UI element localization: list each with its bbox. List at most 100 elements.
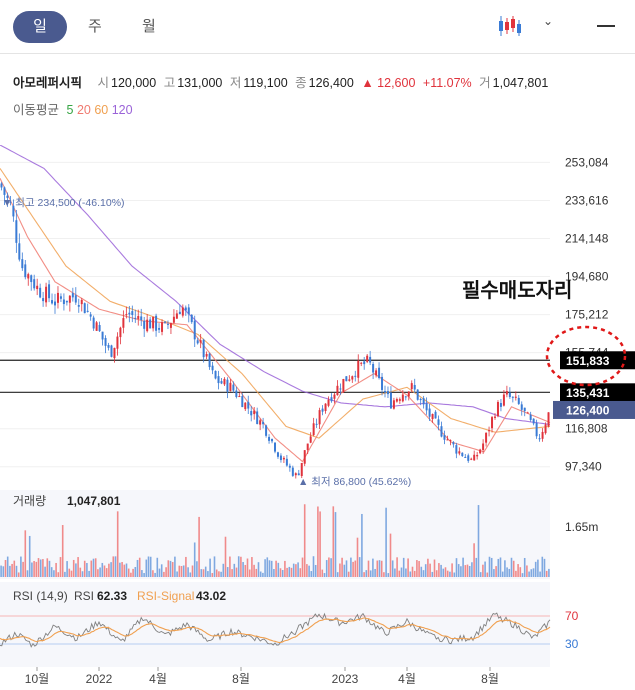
candle-body: [318, 410, 321, 425]
volume-bar: [22, 561, 24, 577]
candle-body: [544, 424, 547, 434]
volume-bar: [145, 559, 148, 577]
volume-bar: [493, 569, 495, 577]
volume-bar: [244, 564, 247, 577]
volume-bar: [178, 565, 181, 577]
candle-body: [131, 311, 134, 316]
rsi-title: RSI (14,9): [13, 589, 68, 603]
volume-bar: [202, 569, 205, 577]
volume-bar: [391, 560, 394, 577]
candle-body: [211, 365, 214, 371]
volume-bar: [356, 537, 359, 577]
volume-bar: [422, 570, 425, 577]
menu-icon[interactable]: [597, 25, 615, 27]
candle-body: [297, 473, 300, 476]
volume-tick-label: 1.65m: [565, 520, 598, 534]
volume-bar: [312, 556, 315, 577]
volume-bar: [299, 568, 302, 577]
volume-bar: [246, 558, 249, 577]
candle-body: [389, 392, 392, 409]
volume-bar: [413, 570, 416, 577]
volume-bar: [303, 504, 306, 577]
volume-bar: [116, 511, 119, 577]
candle-body: [169, 323, 172, 328]
tab-week[interactable]: 주: [88, 18, 102, 35]
candle-body: [119, 327, 122, 338]
volume-bar: [154, 572, 156, 577]
rsi-value: 62.33: [97, 589, 127, 603]
chevron-down-icon[interactable]: ⌄: [543, 14, 554, 28]
candle-body: [300, 462, 303, 477]
candle-body: [372, 363, 375, 373]
volume-bar: [490, 557, 493, 577]
candle-body: [419, 399, 422, 401]
volume-bar: [101, 562, 104, 577]
candle-body: [366, 355, 369, 362]
volume-bar: [407, 558, 409, 577]
candle-body: [39, 287, 42, 298]
volume-bar: [380, 560, 383, 577]
volume-bar: [398, 570, 401, 577]
candle-body: [80, 299, 83, 305]
candle-body: [247, 401, 250, 409]
x-tick-label: 8월: [232, 672, 250, 686]
volume-bar: [378, 560, 381, 577]
candle-body: [98, 325, 101, 332]
volume-bar: [521, 573, 524, 577]
volume-bar: [9, 565, 11, 577]
chart-area: 253,084233,616214,148194,680175,212155,7…: [0, 145, 635, 686]
volume-bar: [94, 558, 97, 577]
candle-body: [422, 398, 425, 405]
candle-body: [54, 301, 56, 306]
candle-body: [398, 399, 401, 401]
volume-bar: [158, 568, 161, 577]
volume-bar: [211, 573, 214, 577]
volume-bar: [88, 570, 90, 577]
volume-bar: [75, 563, 77, 577]
volume-bar: [334, 512, 337, 577]
volume-bar: [55, 562, 57, 577]
volume-bar: [200, 569, 203, 577]
volume-bar: [79, 567, 82, 577]
volume-bar: [383, 572, 385, 577]
volume-bar: [286, 567, 288, 577]
price-tick-label: 214,148: [565, 232, 609, 246]
volume-bar: [77, 557, 79, 577]
candlestick-icon[interactable]: [498, 14, 524, 38]
candle-body: [86, 310, 89, 312]
volume-bar: [411, 566, 414, 577]
volume-bar: [59, 557, 62, 577]
candle-body: [92, 317, 95, 329]
tab-day[interactable]: 일: [13, 11, 67, 43]
candle-body: [178, 311, 181, 315]
volume-bar: [46, 558, 49, 577]
volume-bar: [325, 560, 328, 577]
tab-month[interactable]: 월: [142, 18, 156, 35]
volume-bar: [163, 571, 165, 577]
candle-body: [217, 376, 220, 384]
candle-body: [375, 370, 378, 376]
volume-bar: [39, 559, 42, 577]
candle-body: [476, 454, 479, 457]
candle-body: [526, 412, 529, 414]
rsi-signal-name: RSI-Signal: [137, 589, 194, 603]
volume-bar: [268, 560, 271, 577]
volume-bar: [44, 566, 46, 577]
volume-bar: [471, 562, 473, 577]
volume-bar: [132, 568, 134, 577]
candle-body: [312, 423, 315, 436]
candle-body: [101, 331, 104, 340]
volume-bar: [125, 563, 128, 577]
volume-bar: [442, 568, 445, 577]
x-tick-label: 10월: [25, 672, 49, 686]
volume-bar: [321, 569, 324, 577]
volume-bar: [475, 557, 478, 577]
quote-summary: 아모레퍼시픽 시 120,000 고 131,000 저 119,100 종 126,4…: [13, 72, 548, 91]
volume-bar: [427, 558, 429, 577]
candle-body: [410, 383, 413, 390]
candle-body: [265, 425, 268, 436]
close-value: 126,400: [308, 76, 354, 90]
candle-body: [443, 435, 446, 440]
candle-body: [122, 318, 125, 328]
volume-bar: [508, 568, 511, 577]
